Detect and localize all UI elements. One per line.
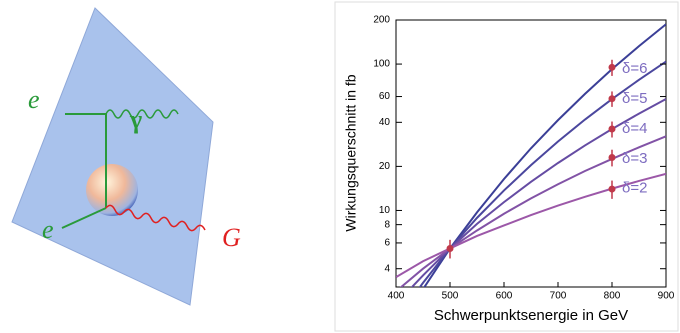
y-tick-label: 8 [384, 219, 390, 230]
panel-border [334, 1, 679, 332]
electron-label: e [42, 215, 54, 244]
series-line [396, 172, 666, 279]
series-label: δ=6 [622, 60, 647, 77]
plot [396, 23, 666, 287]
data-point [608, 185, 616, 193]
photon-line [105, 109, 179, 119]
series-label: δ=2 [622, 180, 647, 197]
graviton-line [105, 204, 206, 232]
photon-label: γ [129, 105, 142, 134]
data-point [608, 154, 616, 162]
x-tick-label: 900 [658, 291, 675, 302]
y-tick-label: 6 [384, 238, 390, 249]
x-tick-label: 500 [442, 291, 459, 302]
data-point [608, 63, 616, 71]
sphere [86, 164, 138, 216]
diagram: e γ e G [11, 7, 241, 306]
y-tick-label: 40 [379, 117, 391, 128]
y-tick-label: 100 [373, 59, 390, 70]
y-tick-label: 10 [379, 205, 391, 216]
data-point [608, 125, 616, 133]
series-line [399, 135, 666, 287]
series-label: δ=4 [622, 120, 647, 137]
series-line [423, 23, 666, 287]
y-tick-label: 20 [379, 161, 391, 172]
x-tick-label: 400 [388, 291, 405, 302]
y-tick-label: 4 [384, 263, 390, 274]
series-label: δ=3 [622, 150, 647, 167]
x-tick-label: 700 [550, 291, 567, 302]
y-tick-label: 60 [379, 91, 391, 102]
y-tick-label: 200 [373, 15, 390, 26]
x-tick-label: 800 [604, 291, 621, 302]
x-tick-label: 600 [496, 291, 513, 302]
series-line [418, 60, 666, 287]
data-point [608, 95, 616, 103]
series-label: δ=5 [622, 90, 647, 107]
series-line [410, 98, 666, 287]
graviton-label: G [222, 223, 241, 252]
y-axis-label: Wirkungsquerschnitt in fb [343, 74, 359, 231]
x-axis-label: Schwerpunktsenergie in GeV [434, 307, 628, 324]
brane [11, 7, 214, 306]
electron-label: e [28, 85, 40, 114]
data-point [446, 244, 454, 252]
plot-frame [395, 19, 667, 288]
